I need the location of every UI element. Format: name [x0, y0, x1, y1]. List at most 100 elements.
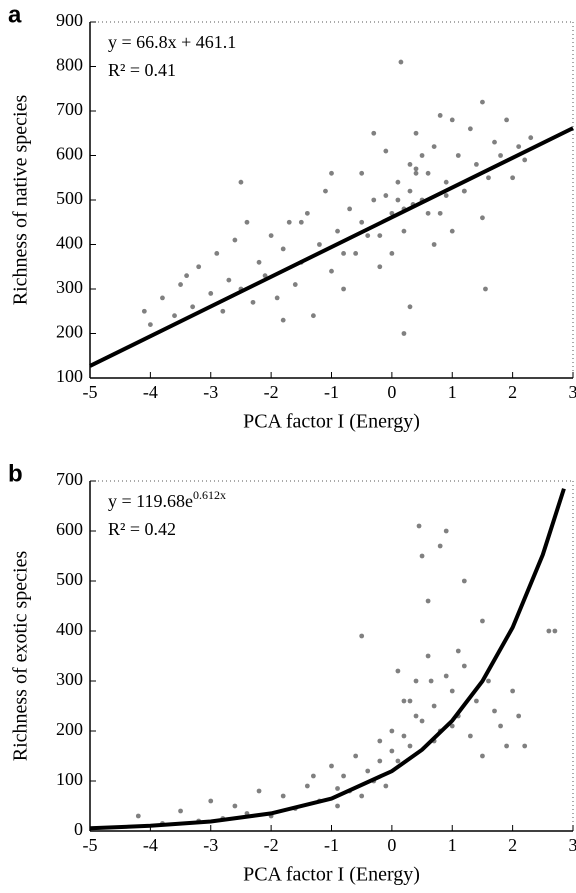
x-tick-label: -3 — [203, 835, 218, 855]
point — [310, 313, 316, 319]
point — [238, 179, 244, 185]
x-tick-label: 3 — [569, 382, 576, 402]
x-tick-label: -4 — [143, 835, 158, 855]
point — [428, 678, 434, 684]
point — [461, 578, 467, 584]
point — [329, 763, 334, 769]
x-tick-label: -1 — [324, 835, 339, 855]
x-tick-label: -5 — [83, 382, 98, 402]
point — [365, 768, 371, 774]
point — [172, 313, 177, 319]
point — [449, 117, 455, 123]
point — [220, 308, 226, 314]
point — [341, 251, 346, 256]
x-tick-label: -2 — [264, 835, 279, 855]
point — [431, 242, 437, 247]
point — [413, 678, 419, 684]
point — [226, 277, 232, 283]
point — [419, 553, 425, 559]
y-tick-label: 100 — [56, 366, 83, 386]
point — [443, 193, 449, 198]
y-tick-label: 200 — [56, 322, 83, 342]
point — [141, 308, 147, 314]
point — [522, 157, 528, 163]
point — [256, 788, 262, 794]
point — [480, 753, 485, 759]
x-tick-label: 1 — [448, 382, 457, 402]
point — [298, 219, 304, 225]
point — [474, 162, 479, 167]
point — [467, 126, 473, 132]
point — [335, 786, 340, 791]
point — [341, 286, 346, 292]
point — [480, 618, 485, 624]
point — [407, 162, 413, 167]
point — [443, 179, 449, 185]
point — [413, 130, 419, 136]
point — [335, 228, 340, 234]
point — [268, 233, 274, 239]
x-tick-label: 0 — [387, 382, 396, 402]
point — [401, 733, 407, 739]
point — [353, 251, 359, 256]
point — [292, 282, 298, 287]
point — [383, 193, 389, 198]
point — [389, 251, 395, 256]
point — [522, 743, 528, 749]
point — [160, 295, 165, 301]
y-tick-label: 900 — [56, 10, 83, 30]
point — [461, 663, 467, 669]
point — [329, 268, 334, 274]
point — [341, 773, 346, 779]
x-axis-title: PCA factor I (Energy) — [243, 411, 420, 433]
point — [196, 264, 202, 270]
point — [461, 188, 467, 194]
point — [317, 242, 322, 247]
fit-line — [89, 126, 574, 368]
annotation-text: y = 119.68e — [108, 491, 193, 511]
point — [147, 322, 153, 327]
y-tick-label: 300 — [56, 669, 83, 689]
point — [425, 598, 431, 604]
point — [190, 304, 196, 310]
point — [280, 246, 286, 252]
point — [510, 175, 516, 181]
point — [329, 170, 334, 176]
point — [413, 170, 419, 176]
point — [449, 228, 455, 234]
panel-label: a — [8, 1, 22, 28]
point — [413, 166, 419, 172]
point — [431, 703, 437, 709]
x-tick-label: 3 — [569, 835, 576, 855]
point — [407, 188, 413, 194]
point — [419, 718, 425, 724]
point — [504, 743, 509, 749]
x-tick-label: -3 — [203, 382, 218, 402]
point — [467, 733, 473, 739]
y-tick-label: 500 — [56, 188, 83, 208]
x-tick-label: -1 — [324, 382, 339, 402]
y-tick-label: 700 — [56, 469, 83, 489]
annotation: y = 66.8x + 461.1 — [108, 32, 236, 52]
point — [419, 153, 425, 158]
annotation: R² = 0.42 — [108, 519, 176, 539]
point — [413, 713, 419, 719]
point — [480, 99, 485, 105]
point — [377, 264, 383, 270]
x-tick-label: 0 — [387, 835, 396, 855]
point — [407, 698, 413, 704]
y-tick-label: 0 — [74, 819, 83, 839]
point — [383, 783, 389, 789]
point — [449, 723, 455, 729]
point — [492, 139, 497, 145]
x-tick-label: -5 — [83, 835, 98, 855]
point — [262, 273, 268, 279]
point — [407, 304, 413, 310]
point — [353, 753, 359, 759]
point — [214, 251, 220, 256]
x-tick-label: -4 — [143, 382, 158, 402]
annotation-superscript: 0.612x — [193, 488, 226, 502]
point — [244, 219, 250, 225]
